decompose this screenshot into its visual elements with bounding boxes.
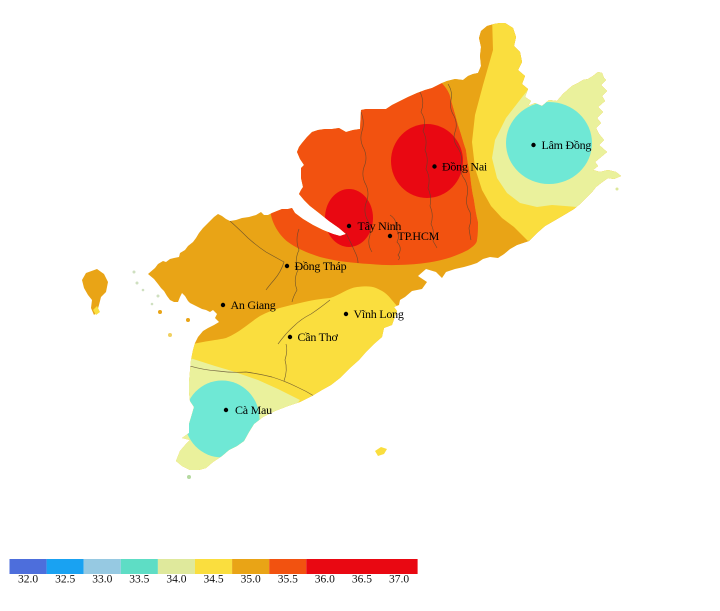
svg-text:TP.HCM: TP.HCM: [398, 229, 440, 243]
svg-text:32.0: 32.0: [18, 574, 38, 586]
svg-text:Lâm Đồng: Lâm Đồng: [542, 138, 592, 152]
svg-text:33.0: 33.0: [92, 574, 112, 586]
svg-text:34.0: 34.0: [166, 574, 186, 586]
svg-text:36.5: 36.5: [352, 574, 372, 586]
svg-text:37.0: 37.0: [389, 574, 409, 586]
svg-text:Đồng Tháp: Đồng Tháp: [295, 259, 347, 273]
svg-text:32.5: 32.5: [55, 574, 75, 586]
svg-text:Cần Thơ: Cần Thơ: [298, 330, 339, 344]
svg-text:Tây Ninh: Tây Ninh: [358, 219, 402, 233]
svg-text:Cà Mau: Cà Mau: [235, 403, 272, 417]
svg-text:36.0: 36.0: [315, 574, 335, 586]
svg-text:35.0: 35.0: [241, 574, 261, 586]
svg-text:34.5: 34.5: [203, 574, 223, 586]
svg-text:33.5: 33.5: [129, 574, 149, 586]
svg-text:Đồng Nai: Đồng Nai: [442, 160, 488, 174]
svg-text:Vĩnh Long: Vĩnh Long: [354, 307, 404, 321]
svg-text:An Giang: An Giang: [231, 298, 276, 312]
svg-text:35.5: 35.5: [278, 574, 298, 586]
